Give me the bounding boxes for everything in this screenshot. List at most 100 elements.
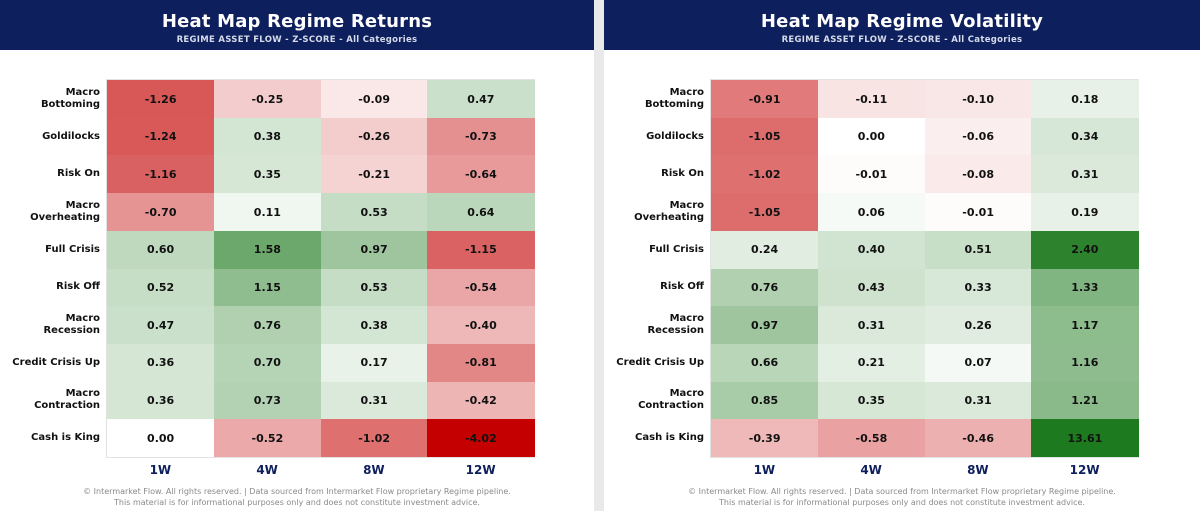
row-label: Full Crisis <box>45 243 100 255</box>
heatmap-cell: 0.51 <box>924 230 1032 269</box>
row-label: Credit Crisis Up <box>12 356 100 368</box>
row-label: Macro Recession <box>43 313 100 337</box>
heatmap-cell: -4.02 <box>427 419 535 458</box>
heatmap-cell: 13.61 <box>1031 419 1139 458</box>
heatmap-cell: 0.31 <box>817 306 925 345</box>
heatmap-cell: 0.85 <box>711 381 819 420</box>
heatmap-cell: 0.76 <box>213 306 321 345</box>
heatmap-cell: 0.31 <box>924 381 1032 420</box>
heatmap-cell: -0.64 <box>427 155 535 194</box>
heatmap-cell: -0.39 <box>711 419 819 458</box>
heatmap-cell: 0.70 <box>213 343 321 383</box>
heatmap-cell: -0.54 <box>427 268 535 307</box>
row-label: Risk Off <box>56 281 100 293</box>
heatmap-cell: -1.02 <box>320 419 428 458</box>
heatmap-cell: 0.36 <box>107 381 215 420</box>
column-label: 4W <box>860 463 882 477</box>
row-label: Macro Bottoming <box>40 86 100 110</box>
chart-header: Heat Map Regime Volatility REGIME ASSET … <box>604 0 1200 50</box>
heatmap-cell: 0.00 <box>817 117 925 156</box>
heatmap-cell: -0.91 <box>711 80 819 119</box>
row-label: Full Crisis <box>649 243 704 255</box>
heatmap-cell: 0.31 <box>1031 155 1139 194</box>
volatility-heatmap-panel: Heat Map Regime Volatility REGIME ASSET … <box>604 0 1200 511</box>
heatmap-cell: 0.53 <box>320 268 428 307</box>
heatmap-cell: 0.43 <box>817 268 925 307</box>
chart-subtitle: REGIME ASSET FLOW - Z-SCORE - All Catego… <box>176 35 418 45</box>
heatmap-cell: -1.15 <box>427 230 535 269</box>
heatmap-cell: 0.11 <box>213 193 321 232</box>
heatmap-cell: -1.24 <box>107 117 215 156</box>
row-label: Goldilocks <box>42 130 100 142</box>
column-label: 12W <box>465 463 496 477</box>
row-label: Macro Overheating <box>30 199 100 223</box>
chart-subtitle: REGIME ASSET FLOW - Z-SCORE - All Catego… <box>781 35 1023 45</box>
heatmap-cell: -0.46 <box>924 419 1032 458</box>
heatmap-cell: 0.34 <box>1031 117 1139 156</box>
heatmap-cell: 0.97 <box>320 230 428 269</box>
row-label: Credit Crisis Up <box>616 356 704 368</box>
heatmap-cell: 0.52 <box>107 268 215 307</box>
heatmap-cell: -0.08 <box>924 155 1032 194</box>
heatmap-cell: -0.70 <box>107 193 215 232</box>
heatmap-cell: -0.11 <box>817 80 925 119</box>
heatmap-cell: 0.66 <box>711 343 819 383</box>
heatmap-cell: 2.40 <box>1031 230 1139 269</box>
heatmap-cell: 1.15 <box>213 268 321 307</box>
heatmap-cell: 0.06 <box>817 193 925 232</box>
heatmap-cell: -0.09 <box>320 80 428 119</box>
row-label: Risk On <box>661 168 704 180</box>
footer-disclaimer: This material is for informational purpo… <box>719 498 1085 507</box>
chart-header: Heat Map Regime Returns REGIME ASSET FLO… <box>0 0 594 50</box>
footer-disclaimer: This material is for informational purpo… <box>114 498 480 507</box>
heatmap-cell: -1.26 <box>107 80 215 119</box>
heatmap-cell: 0.40 <box>817 230 925 269</box>
heatmap-cell: 1.16 <box>1031 343 1139 383</box>
heatmap-cell: 0.38 <box>320 306 428 345</box>
heatmap-cell: -0.73 <box>427 117 535 156</box>
column-label: 8W <box>363 463 385 477</box>
heatmap-cell: 0.97 <box>711 306 819 345</box>
heatmap-cell: 0.18 <box>1031 80 1139 119</box>
heatmap-cell: 1.58 <box>213 230 321 269</box>
row-label: Risk Off <box>660 281 704 293</box>
row-label: Macro Recession <box>647 313 704 337</box>
heatmap-cell: 0.35 <box>817 381 925 420</box>
heatmap-cell: -0.06 <box>924 117 1032 156</box>
row-label: Macro Bottoming <box>644 86 704 110</box>
heatmap-cell: -1.05 <box>711 117 819 156</box>
column-label: 1W <box>149 463 172 477</box>
row-label: Macro Contraction <box>34 388 100 412</box>
heatmap-cell: -1.02 <box>711 155 819 194</box>
row-label: Cash is King <box>635 432 704 444</box>
heatmap-cell: 0.24 <box>711 230 819 269</box>
heatmap-cell: -0.42 <box>427 381 535 420</box>
heatmap-cell: 1.33 <box>1031 268 1139 307</box>
heatmap-cell: -0.81 <box>427 343 535 383</box>
heatmap-cell: 0.35 <box>213 155 321 194</box>
column-label: 12W <box>1069 463 1100 477</box>
row-label: Goldilocks <box>646 130 704 142</box>
heatmap-cell: -0.10 <box>924 80 1032 119</box>
heatmap-cell: 0.60 <box>107 230 215 269</box>
row-label: Risk On <box>57 168 100 180</box>
heatmap-cell: 0.26 <box>924 306 1032 345</box>
returns-heatmap-panel: Heat Map Regime Returns REGIME ASSET FLO… <box>0 0 594 511</box>
row-label: Cash is King <box>31 432 100 444</box>
heatmap-cell: -0.25 <box>213 80 321 119</box>
chart-title: Heat Map Regime Volatility <box>760 11 1044 32</box>
footer: © Intermarket Flow. All rights reserved.… <box>604 486 1200 508</box>
heatmap-cell: 0.47 <box>107 306 215 345</box>
heatmap-grid <box>710 79 1139 458</box>
heatmap-cell: 0.38 <box>213 117 321 156</box>
heatmap-cell: 1.17 <box>1031 306 1139 345</box>
heatmap-cell: -0.40 <box>427 306 535 345</box>
heatmap-cell: 0.64 <box>427 193 535 232</box>
heatmap-cell: 0.31 <box>320 381 428 420</box>
heatmap-cell: -0.01 <box>924 193 1032 232</box>
heatmap-cell: 0.73 <box>213 381 321 420</box>
heatmap-cell: 0.53 <box>320 193 428 232</box>
heatmap-cell: -0.21 <box>320 155 428 194</box>
heatmap-cell: 1.21 <box>1031 381 1139 420</box>
footer-copyright: © Intermarket Flow. All rights reserved.… <box>688 487 1116 496</box>
